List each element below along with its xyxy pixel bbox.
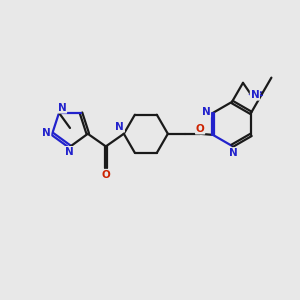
- Text: N: N: [64, 147, 74, 157]
- Text: N: N: [42, 128, 51, 138]
- Text: O: O: [101, 170, 110, 180]
- Text: N: N: [116, 122, 124, 132]
- Text: N: N: [229, 148, 237, 158]
- Text: N: N: [202, 107, 210, 117]
- Text: O: O: [196, 124, 205, 134]
- Text: N: N: [250, 90, 259, 100]
- Text: N: N: [58, 103, 66, 113]
